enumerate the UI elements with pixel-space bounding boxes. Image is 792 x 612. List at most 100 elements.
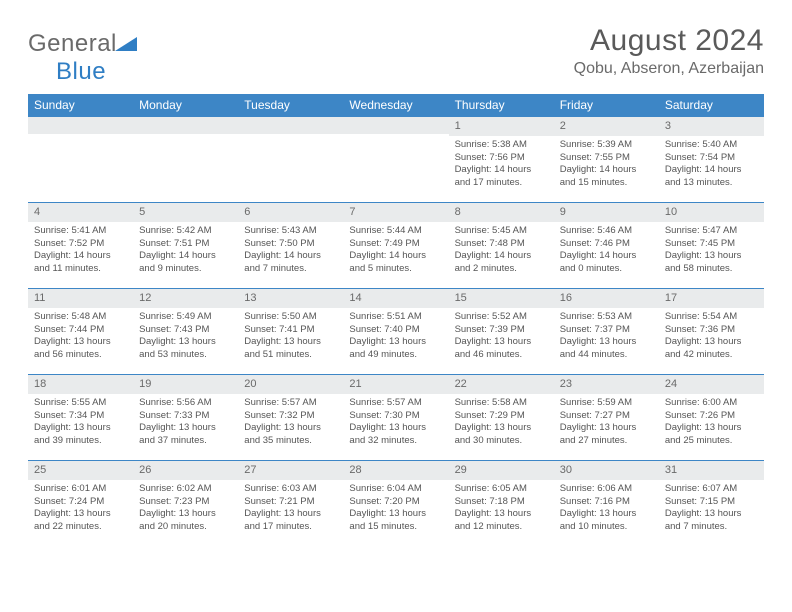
sunrise-line: Sunrise: 5:56 AM bbox=[139, 397, 232, 410]
day-number-bar: 1 bbox=[449, 116, 554, 136]
daylight-line-1: Daylight: 13 hours bbox=[455, 336, 548, 349]
sunset-line: Sunset: 7:32 PM bbox=[244, 410, 337, 423]
sunset-line: Sunset: 7:55 PM bbox=[560, 152, 653, 165]
cell-body: Sunrise: 5:57 AMSunset: 7:30 PMDaylight:… bbox=[343, 394, 448, 452]
calendar-cell: 28Sunrise: 6:04 AMSunset: 7:20 PMDayligh… bbox=[343, 460, 448, 546]
daylight-line-2: and 42 minutes. bbox=[665, 349, 758, 362]
daylight-line-2: and 49 minutes. bbox=[349, 349, 442, 362]
daylight-line-2: and 30 minutes. bbox=[455, 435, 548, 448]
daylight-line-2: and 20 minutes. bbox=[139, 521, 232, 534]
sunset-line: Sunset: 7:26 PM bbox=[665, 410, 758, 423]
daylight-line-1: Daylight: 13 hours bbox=[665, 250, 758, 263]
day-number-bar: 23 bbox=[554, 374, 659, 394]
cell-body: Sunrise: 6:02 AMSunset: 7:23 PMDaylight:… bbox=[133, 480, 238, 538]
day-number-bar: 12 bbox=[133, 288, 238, 308]
cell-body: Sunrise: 5:42 AMSunset: 7:51 PMDaylight:… bbox=[133, 222, 238, 280]
sunset-line: Sunset: 7:44 PM bbox=[34, 324, 127, 337]
sunset-line: Sunset: 7:45 PM bbox=[665, 238, 758, 251]
calendar-cell: 9Sunrise: 5:46 AMSunset: 7:46 PMDaylight… bbox=[554, 202, 659, 288]
daylight-line-1: Daylight: 13 hours bbox=[455, 508, 548, 521]
day-number-bar: 8 bbox=[449, 202, 554, 222]
sunrise-line: Sunrise: 6:03 AM bbox=[244, 483, 337, 496]
daylight-line-1: Daylight: 13 hours bbox=[139, 422, 232, 435]
sunset-line: Sunset: 7:18 PM bbox=[455, 496, 548, 509]
daylight-line-1: Daylight: 13 hours bbox=[244, 336, 337, 349]
daylight-line-2: and 17 minutes. bbox=[455, 177, 548, 190]
cell-body: Sunrise: 5:38 AMSunset: 7:56 PMDaylight:… bbox=[449, 136, 554, 194]
daylight-line-2: and 12 minutes. bbox=[455, 521, 548, 534]
sunset-line: Sunset: 7:54 PM bbox=[665, 152, 758, 165]
sunrise-line: Sunrise: 6:04 AM bbox=[349, 483, 442, 496]
daylight-line-2: and 35 minutes. bbox=[244, 435, 337, 448]
calendar-cell bbox=[343, 116, 448, 202]
sunset-line: Sunset: 7:36 PM bbox=[665, 324, 758, 337]
sunrise-line: Sunrise: 5:58 AM bbox=[455, 397, 548, 410]
daylight-line-1: Daylight: 13 hours bbox=[349, 422, 442, 435]
daylight-line-2: and 58 minutes. bbox=[665, 263, 758, 276]
cell-body: Sunrise: 5:56 AMSunset: 7:33 PMDaylight:… bbox=[133, 394, 238, 452]
daylight-line-2: and 25 minutes. bbox=[665, 435, 758, 448]
cell-body: Sunrise: 5:49 AMSunset: 7:43 PMDaylight:… bbox=[133, 308, 238, 366]
day-header: Tuesday bbox=[238, 94, 343, 116]
cell-body: Sunrise: 5:39 AMSunset: 7:55 PMDaylight:… bbox=[554, 136, 659, 194]
daylight-line-1: Daylight: 13 hours bbox=[349, 508, 442, 521]
cell-body: Sunrise: 5:40 AMSunset: 7:54 PMDaylight:… bbox=[659, 136, 764, 194]
day-number-bar: 16 bbox=[554, 288, 659, 308]
daylight-line-1: Daylight: 13 hours bbox=[139, 508, 232, 521]
cell-body: Sunrise: 6:00 AMSunset: 7:26 PMDaylight:… bbox=[659, 394, 764, 452]
daylight-line-2: and 17 minutes. bbox=[244, 521, 337, 534]
daylight-line-2: and 37 minutes. bbox=[139, 435, 232, 448]
sunrise-line: Sunrise: 5:51 AM bbox=[349, 311, 442, 324]
day-number-bar-empty bbox=[343, 116, 448, 134]
calendar-table: SundayMondayTuesdayWednesdayThursdayFrid… bbox=[28, 94, 764, 546]
sunrise-line: Sunrise: 5:49 AM bbox=[139, 311, 232, 324]
calendar-cell: 8Sunrise: 5:45 AMSunset: 7:48 PMDaylight… bbox=[449, 202, 554, 288]
sunset-line: Sunset: 7:41 PM bbox=[244, 324, 337, 337]
calendar-row: 25Sunrise: 6:01 AMSunset: 7:24 PMDayligh… bbox=[28, 460, 764, 546]
day-number-bar: 9 bbox=[554, 202, 659, 222]
sunset-line: Sunset: 7:20 PM bbox=[349, 496, 442, 509]
sunset-line: Sunset: 7:23 PM bbox=[139, 496, 232, 509]
daylight-line-2: and 53 minutes. bbox=[139, 349, 232, 362]
calendar-cell: 13Sunrise: 5:50 AMSunset: 7:41 PMDayligh… bbox=[238, 288, 343, 374]
calendar-cell: 21Sunrise: 5:57 AMSunset: 7:30 PMDayligh… bbox=[343, 374, 448, 460]
sunrise-line: Sunrise: 5:43 AM bbox=[244, 225, 337, 238]
daylight-line-2: and 15 minutes. bbox=[349, 521, 442, 534]
sunrise-line: Sunrise: 5:57 AM bbox=[244, 397, 337, 410]
sunset-line: Sunset: 7:37 PM bbox=[560, 324, 653, 337]
calendar-cell: 24Sunrise: 6:00 AMSunset: 7:26 PMDayligh… bbox=[659, 374, 764, 460]
day-number-bar: 20 bbox=[238, 374, 343, 394]
daylight-line-1: Daylight: 14 hours bbox=[244, 250, 337, 263]
daylight-line-1: Daylight: 13 hours bbox=[665, 336, 758, 349]
calendar-cell: 1Sunrise: 5:38 AMSunset: 7:56 PMDaylight… bbox=[449, 116, 554, 202]
daylight-line-1: Daylight: 13 hours bbox=[349, 336, 442, 349]
sunset-line: Sunset: 7:51 PM bbox=[139, 238, 232, 251]
day-header: Wednesday bbox=[343, 94, 448, 116]
calendar-cell: 3Sunrise: 5:40 AMSunset: 7:54 PMDaylight… bbox=[659, 116, 764, 202]
day-number-bar: 29 bbox=[449, 460, 554, 480]
day-header: Monday bbox=[133, 94, 238, 116]
calendar-row: 1Sunrise: 5:38 AMSunset: 7:56 PMDaylight… bbox=[28, 116, 764, 202]
sunset-line: Sunset: 7:39 PM bbox=[455, 324, 548, 337]
calendar-cell: 20Sunrise: 5:57 AMSunset: 7:32 PMDayligh… bbox=[238, 374, 343, 460]
day-number-bar: 13 bbox=[238, 288, 343, 308]
sunrise-line: Sunrise: 5:46 AM bbox=[560, 225, 653, 238]
calendar-body: 1Sunrise: 5:38 AMSunset: 7:56 PMDaylight… bbox=[28, 116, 764, 546]
sunrise-line: Sunrise: 6:00 AM bbox=[665, 397, 758, 410]
sunrise-line: Sunrise: 5:53 AM bbox=[560, 311, 653, 324]
day-number-bar-empty bbox=[28, 116, 133, 134]
daylight-line-1: Daylight: 13 hours bbox=[665, 508, 758, 521]
daylight-line-1: Daylight: 13 hours bbox=[244, 508, 337, 521]
daylight-line-2: and 5 minutes. bbox=[349, 263, 442, 276]
logo-text-blue: Blue bbox=[56, 58, 106, 85]
cell-body: Sunrise: 5:47 AMSunset: 7:45 PMDaylight:… bbox=[659, 222, 764, 280]
daylight-line-1: Daylight: 13 hours bbox=[455, 422, 548, 435]
sunset-line: Sunset: 7:15 PM bbox=[665, 496, 758, 509]
sunset-line: Sunset: 7:40 PM bbox=[349, 324, 442, 337]
sunrise-line: Sunrise: 5:41 AM bbox=[34, 225, 127, 238]
calendar-cell: 22Sunrise: 5:58 AMSunset: 7:29 PMDayligh… bbox=[449, 374, 554, 460]
daylight-line-2: and 56 minutes. bbox=[34, 349, 127, 362]
calendar-row: 11Sunrise: 5:48 AMSunset: 7:44 PMDayligh… bbox=[28, 288, 764, 374]
daylight-line-1: Daylight: 14 hours bbox=[455, 164, 548, 177]
day-number-bar-empty bbox=[133, 116, 238, 134]
